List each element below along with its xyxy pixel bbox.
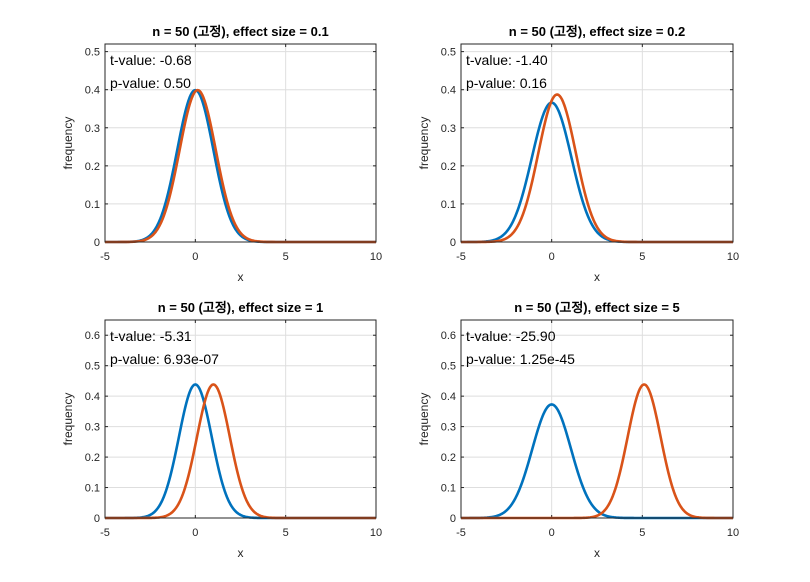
axes-frame <box>104 43 377 243</box>
y-tick-label: 0.1 <box>441 199 456 211</box>
p-value-annotation: p-value: 0.16 <box>466 75 547 91</box>
y-tick-label: 0 <box>94 237 100 249</box>
y-tick-label: 0.4 <box>85 391 100 403</box>
chart-title: n = 50 (고정), effect size = 1 <box>158 300 324 315</box>
y-tick-label: 0 <box>450 237 456 249</box>
p-value-annotation: p-value: 0.50 <box>110 75 191 91</box>
y-tick-label: 0.2 <box>441 161 456 173</box>
x-tick-label: 5 <box>283 527 289 539</box>
y-tick-label: 0 <box>450 513 456 525</box>
t-value-annotation: t-value: -1.40 <box>466 52 548 68</box>
y-tick-label: 0.4 <box>441 391 456 403</box>
x-tick-label: 10 <box>370 527 382 539</box>
x-axis-label: x <box>594 270 600 284</box>
y-tick-label: 0.4 <box>441 85 456 97</box>
plot-area <box>105 44 376 242</box>
plot-area <box>461 44 733 242</box>
chart-title: n = 50 (고정), effect size = 5 <box>514 300 680 315</box>
axes-frame <box>104 319 377 519</box>
x-tick-label: 5 <box>639 251 645 263</box>
t-value-annotation: t-value: -25.90 <box>466 328 556 344</box>
y-axis-label: frequency <box>417 393 431 446</box>
y-tick-label: 0.6 <box>441 330 456 342</box>
p-value-annotation: p-value: 6.93e-07 <box>110 351 219 367</box>
axes-frame <box>460 43 734 243</box>
x-axis-label: x <box>238 270 244 284</box>
x-tick-label: 0 <box>192 251 198 263</box>
y-tick-label: 0.5 <box>85 47 100 59</box>
y-tick-label: 0.3 <box>441 123 456 135</box>
x-axis-label: x <box>238 546 244 560</box>
y-tick-label: 0.2 <box>85 161 100 173</box>
x-tick-label: 0 <box>549 527 555 539</box>
y-axis-label: frequency <box>61 117 75 170</box>
x-tick-label: 5 <box>639 527 645 539</box>
y-tick-label: 0.6 <box>85 330 100 342</box>
y-tick-label: 0.5 <box>85 361 100 373</box>
x-tick-label: -5 <box>456 527 466 539</box>
t-value-annotation: t-value: -0.68 <box>110 52 192 68</box>
t-value-annotation: t-value: -5.31 <box>110 328 192 344</box>
chart-title: n = 50 (고정), effect size = 0.2 <box>509 24 685 39</box>
x-tick-label: -5 <box>456 251 466 263</box>
y-tick-label: 0.4 <box>85 85 100 97</box>
axes-frame <box>460 319 734 519</box>
x-tick-label: 10 <box>727 251 739 263</box>
chart-title: n = 50 (고정), effect size = 0.1 <box>152 24 328 39</box>
x-tick-label: 0 <box>192 527 198 539</box>
y-tick-label: 0 <box>94 513 100 525</box>
y-tick-label: 0.2 <box>85 452 100 464</box>
x-tick-label: 10 <box>370 251 382 263</box>
y-axis-label: frequency <box>61 393 75 446</box>
y-tick-label: 0.1 <box>441 483 456 495</box>
p-value-annotation: p-value: 1.25e-45 <box>466 351 575 367</box>
y-tick-label: 0.2 <box>441 452 456 464</box>
y-tick-label: 0.3 <box>85 422 100 434</box>
y-tick-label: 0.5 <box>441 47 456 59</box>
x-axis-label: x <box>594 546 600 560</box>
plot-area <box>461 320 733 518</box>
x-tick-label: 0 <box>549 251 555 263</box>
x-tick-label: 5 <box>283 251 289 263</box>
y-tick-label: 0.3 <box>441 422 456 434</box>
y-tick-label: 0.5 <box>441 361 456 373</box>
x-tick-label: -5 <box>100 527 110 539</box>
x-tick-label: -5 <box>100 251 110 263</box>
y-tick-label: 0.1 <box>85 483 100 495</box>
x-tick-label: 10 <box>727 527 739 539</box>
y-tick-label: 0.1 <box>85 199 100 211</box>
y-tick-label: 0.3 <box>85 123 100 135</box>
y-axis-label: frequency <box>417 117 431 170</box>
plot-area <box>105 320 376 518</box>
